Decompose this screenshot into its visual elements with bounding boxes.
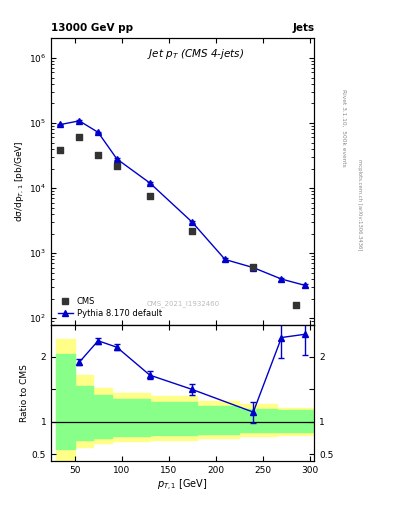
Point bbox=[147, 192, 153, 200]
Text: CMS_2021_I1932460: CMS_2021_I1932460 bbox=[146, 301, 219, 307]
Text: Jets: Jets bbox=[292, 23, 314, 33]
Legend: CMS, Pythia 8.170 default: CMS, Pythia 8.170 default bbox=[55, 295, 165, 321]
Point bbox=[292, 301, 299, 309]
Point bbox=[189, 227, 195, 235]
Point bbox=[76, 133, 83, 141]
Point bbox=[57, 146, 64, 155]
X-axis label: $p_{T,1}$ [GeV]: $p_{T,1}$ [GeV] bbox=[157, 477, 208, 493]
Text: Rivet 3.1.10,  500k events: Rivet 3.1.10, 500k events bbox=[342, 89, 346, 167]
Point bbox=[250, 263, 256, 271]
Y-axis label: Ratio to CMS: Ratio to CMS bbox=[20, 364, 29, 421]
Text: mcplots.cern.ch [arXiv:1306.3436]: mcplots.cern.ch [arXiv:1306.3436] bbox=[357, 159, 362, 250]
Point bbox=[95, 151, 101, 159]
Point bbox=[114, 162, 120, 170]
Y-axis label: dσ/dp$_{T,1}$ [pb/GeV]: dσ/dp$_{T,1}$ [pb/GeV] bbox=[13, 141, 26, 222]
Text: 13000 GeV pp: 13000 GeV pp bbox=[51, 23, 133, 33]
Text: Jet $p_T$ (CMS 4-jets): Jet $p_T$ (CMS 4-jets) bbox=[147, 47, 244, 61]
